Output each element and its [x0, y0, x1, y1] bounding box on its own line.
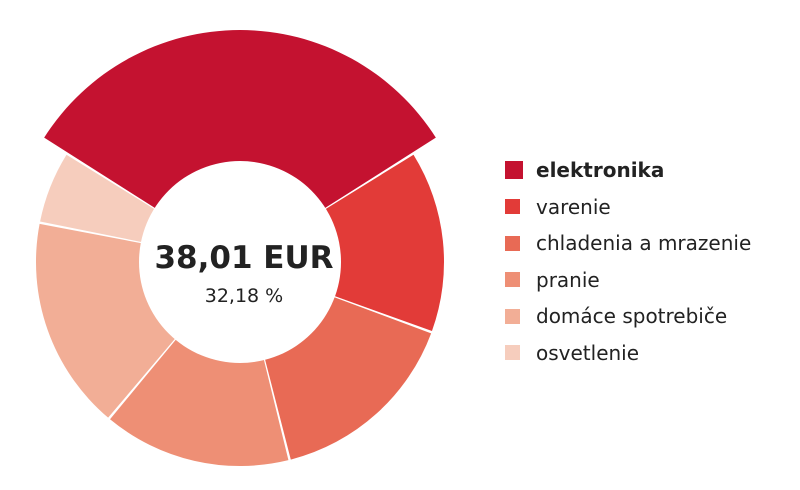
legend-swatch [505, 308, 520, 324]
legend-swatch [505, 345, 520, 361]
legend-swatch [505, 199, 520, 215]
legend-item-pranie[interactable]: pranie [505, 262, 751, 299]
legend-label: pranie [536, 267, 600, 292]
center-value: 38,01 EUR [154, 240, 333, 276]
legend-label: domáce spotrebiče [536, 304, 728, 329]
center-percent: 32,18 % [205, 285, 284, 307]
legend: elektronika varenie chladenia a mrazenie… [505, 152, 751, 371]
legend-item-varenie[interactable]: varenie [505, 189, 751, 226]
legend-swatch [505, 161, 523, 180]
legend-swatch [505, 235, 520, 251]
donut-slices [35, 30, 444, 467]
legend-item-elektronika[interactable]: elektronika [505, 152, 751, 189]
legend-label: elektronika [536, 158, 665, 183]
legend-label: chladenia a mrazenie [536, 231, 752, 256]
legend-item-domace-spotrebice[interactable]: domáce spotrebiče [505, 298, 751, 335]
slice-elektronika[interactable] [44, 30, 436, 222]
legend-label: osvetlenie [536, 340, 640, 365]
slice-varenie[interactable] [304, 154, 444, 332]
legend-item-osvetlenie[interactable]: osvetlenie [505, 335, 751, 372]
legend-item-chladenia-a-mrazenie[interactable]: chladenia a mrazenie [505, 225, 751, 262]
legend-swatch [505, 272, 520, 288]
donut-hole [139, 161, 341, 363]
legend-label: varenie [536, 194, 611, 219]
slice-osvetlenie[interactable] [40, 154, 176, 247]
